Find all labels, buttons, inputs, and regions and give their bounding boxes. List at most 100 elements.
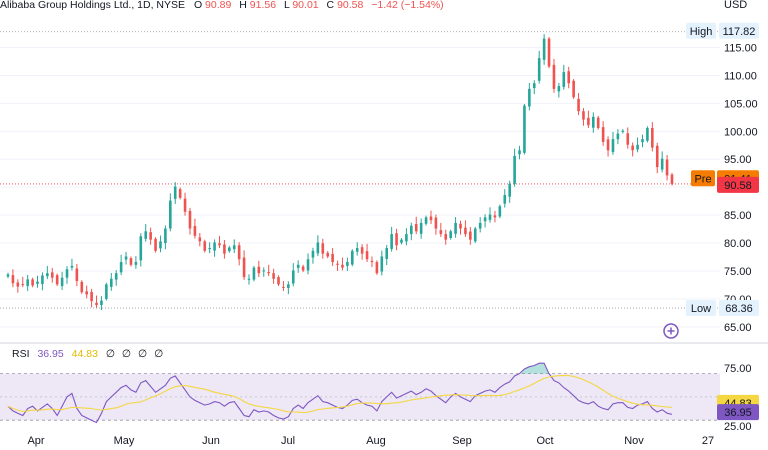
candle-body (616, 133, 620, 140)
rsi-extra-2: ∅ (122, 348, 131, 360)
pre-badge-label: Pre (691, 170, 715, 187)
candle-body (119, 262, 123, 273)
open-label: O (194, 0, 202, 11)
candle (144, 224, 148, 242)
pre-badge-label-bg (691, 170, 715, 187)
last-price-badge-bg (717, 176, 759, 193)
candle-body (218, 243, 221, 246)
candle (80, 280, 84, 294)
candle-body (296, 264, 300, 268)
candle-body (183, 198, 187, 212)
candle-body (267, 272, 270, 274)
chart-header: Alibaba Group Holdings Ltd., 1D, NYSE O … (0, 0, 444, 11)
candle (631, 142, 634, 157)
candle (665, 155, 669, 181)
candle (164, 225, 167, 250)
rsi-extra-3: ∅ (138, 348, 147, 360)
candle-body (90, 291, 93, 302)
candle-body (355, 248, 359, 252)
candle-body (449, 231, 452, 239)
candle-body (375, 262, 379, 274)
candle-body (75, 268, 79, 282)
candle (90, 288, 93, 308)
candle (70, 258, 74, 271)
candle-body (50, 272, 54, 278)
change-value-hdr: −1.42 (−1.54%) (371, 0, 443, 11)
rsi-extra-1: ∅ (106, 348, 115, 360)
candle (95, 295, 98, 308)
candle-body (198, 237, 202, 242)
candle (282, 281, 285, 292)
time-tick-label: Sep (452, 435, 472, 447)
candle (606, 136, 610, 157)
candle-body (626, 133, 630, 145)
time-tick-label: Apr (27, 435, 44, 447)
candle-body (360, 247, 364, 254)
low-badge-value-bg (719, 300, 759, 317)
candle (247, 274, 251, 285)
time-tick-label: Jun (202, 435, 220, 447)
candle (626, 127, 630, 149)
plus-circle-icon[interactable] (663, 323, 679, 339)
candle-body (385, 248, 389, 259)
candle (567, 66, 571, 89)
candle-body (159, 241, 162, 249)
candle-body (439, 230, 443, 235)
price-tick-label: 100.00 (724, 126, 758, 138)
candle (291, 263, 295, 287)
candle-body (660, 158, 664, 170)
candle (159, 235, 162, 253)
candle (100, 296, 103, 311)
candle-body (70, 265, 74, 268)
candle (537, 50, 541, 84)
candle (316, 235, 320, 257)
candle-body (523, 105, 526, 153)
candle-body (331, 253, 334, 263)
candle (154, 237, 157, 253)
candle (178, 187, 182, 200)
candle-body (429, 216, 433, 221)
candle (252, 265, 256, 282)
candle (321, 238, 325, 259)
high-badge-label-bg (686, 22, 716, 39)
candle-body (262, 270, 266, 272)
candle (65, 266, 69, 284)
high-badge-value: 117.82 (719, 22, 759, 39)
candle (641, 134, 644, 148)
candle-body (282, 286, 285, 288)
candle (183, 192, 187, 216)
candle (287, 281, 290, 295)
candle (454, 217, 457, 238)
price-tick-label: 80.00 (724, 238, 752, 250)
candle-body (473, 228, 477, 242)
high-badge-label: High (686, 22, 716, 39)
candle-body (188, 210, 192, 229)
candle-body (572, 80, 575, 98)
candle (134, 256, 138, 269)
candle-body (85, 291, 88, 295)
candle-body (164, 228, 167, 244)
candle (198, 232, 202, 247)
candle-body (321, 243, 325, 254)
candle-body (405, 234, 408, 242)
candle-body (582, 111, 585, 120)
candle (341, 257, 344, 271)
candle (203, 239, 207, 253)
candle-body (213, 242, 216, 251)
candle (646, 126, 649, 143)
candle (193, 218, 197, 239)
candle-body (6, 274, 10, 277)
candle (395, 228, 398, 251)
candle (532, 80, 536, 95)
candle (523, 103, 526, 155)
rsi-tick-label: 25.00 (724, 421, 752, 433)
candle-body (36, 281, 39, 284)
candle-body (350, 250, 354, 265)
candle-body (508, 183, 511, 197)
candle (503, 189, 507, 208)
candle-body (203, 241, 207, 251)
candle-body (557, 86, 561, 92)
candle-body (11, 275, 15, 284)
